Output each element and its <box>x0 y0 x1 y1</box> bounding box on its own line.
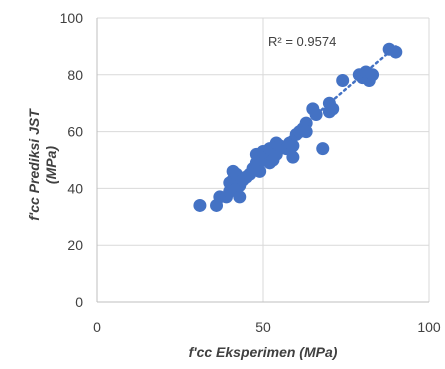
data-point-36 <box>299 125 313 139</box>
r-squared-annotation: R² = 0.9574 <box>268 34 336 49</box>
data-point-39 <box>316 142 330 156</box>
data-point-0 <box>193 198 207 212</box>
y-tick-label-1: 20 <box>67 237 83 253</box>
x-tick-label-1: 50 <box>255 319 271 335</box>
data-point-30 <box>286 150 300 164</box>
y-tick-label-3: 60 <box>67 124 83 140</box>
data-point-31 <box>286 139 300 153</box>
y-axis-title-line1: f'cc Prediksi JST <box>26 108 42 221</box>
data-point-42 <box>326 102 340 116</box>
axes <box>96 18 429 303</box>
y-tick-label-5: 100 <box>60 10 84 26</box>
data-points <box>193 42 403 212</box>
data-point-18 <box>253 164 267 178</box>
y-tick-label-0: 0 <box>75 294 83 310</box>
data-point-43 <box>336 73 350 87</box>
data-point-50 <box>389 45 403 59</box>
x-tick-label-2: 100 <box>417 319 441 335</box>
data-point-38 <box>309 108 323 122</box>
tick-labels: 0 20 40 60 80 100 0 50 100 <box>60 10 441 335</box>
data-point-48 <box>366 68 380 82</box>
x-axis-title: f'cc Eksperimen (MPa) <box>189 344 338 360</box>
y-tick-label-2: 40 <box>67 180 83 196</box>
data-point-11 <box>233 190 247 204</box>
y-tick-label-4: 80 <box>67 67 83 83</box>
x-tick-label-0: 0 <box>93 319 101 335</box>
y-axis-title-line2: (MPa) <box>43 146 59 184</box>
